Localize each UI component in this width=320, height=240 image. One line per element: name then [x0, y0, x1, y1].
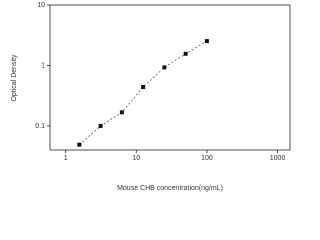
x-tick-label: 100 [201, 155, 213, 162]
y-tick-label: 0.1 [35, 123, 45, 130]
data-point [119, 110, 124, 115]
x-tick-label: 1 [64, 155, 68, 162]
y-axis-label: Optical Density [11, 54, 18, 102]
chart: Mouse CHB concentration(ng/mL) Optical D… [11, 2, 291, 192]
x-axis-label: Mouse CHB concentration(ng/mL) [117, 185, 223, 192]
plot-frame [49, 4, 291, 151]
y-tick-label: 1 [41, 62, 45, 69]
fit-line [79, 40, 208, 145]
y-tick-label: 10 [37, 2, 45, 9]
data-point [204, 39, 209, 44]
data-point [77, 142, 82, 147]
x-tick-label: 10 [132, 155, 140, 162]
data-point [162, 65, 167, 70]
data-point [98, 123, 103, 128]
x-tick-label: 1000 [270, 155, 286, 162]
data-point [141, 85, 146, 90]
data-point [183, 51, 188, 56]
